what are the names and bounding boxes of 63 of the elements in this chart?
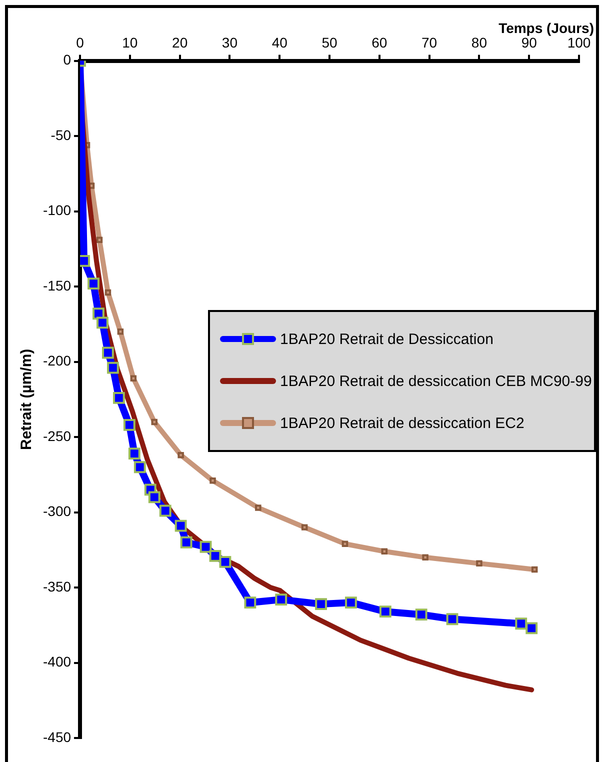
y-tick-label: -200 xyxy=(42,352,72,369)
point xyxy=(96,236,103,244)
y-tick-label: -100 xyxy=(42,202,72,218)
point xyxy=(219,556,232,568)
point xyxy=(88,278,100,290)
x-tick-label: 0 xyxy=(76,34,84,50)
x-tick-label: 30 xyxy=(222,34,238,50)
point xyxy=(96,316,108,329)
point xyxy=(342,540,348,547)
point xyxy=(117,328,124,335)
point xyxy=(180,536,192,548)
point xyxy=(102,346,114,359)
point xyxy=(415,608,428,621)
point xyxy=(255,504,262,511)
point xyxy=(301,524,308,530)
point xyxy=(200,540,212,553)
y-tick-label: 0 xyxy=(63,52,72,68)
point xyxy=(104,289,112,296)
point xyxy=(381,548,388,555)
x-tick-label: 80 xyxy=(471,34,488,50)
point xyxy=(151,418,158,426)
y-tick-label: -250 xyxy=(42,428,72,444)
x-tick-label: 70 xyxy=(422,34,438,50)
point xyxy=(422,554,428,561)
point xyxy=(130,375,137,382)
x-axis-title: Temps (Jours) xyxy=(498,20,594,36)
point xyxy=(379,606,392,618)
point xyxy=(123,419,136,431)
y-tick-label: -350 xyxy=(42,578,72,594)
point xyxy=(275,594,288,606)
x-tick-label: 40 xyxy=(272,34,288,50)
point xyxy=(210,478,216,484)
point xyxy=(148,491,160,504)
x-tick-label: 100 xyxy=(567,34,591,50)
point xyxy=(345,596,357,609)
point xyxy=(134,461,146,474)
point xyxy=(178,452,184,458)
point xyxy=(476,560,482,567)
point xyxy=(107,362,119,374)
point xyxy=(112,392,125,404)
point xyxy=(174,520,187,532)
point xyxy=(244,596,256,609)
y-tick-label: -50 xyxy=(50,126,72,143)
legend-label: 1BAP20 Retrait de dessiccation EC2 xyxy=(280,414,524,432)
point xyxy=(315,598,327,610)
x-tick-label: 20 xyxy=(172,34,188,50)
point xyxy=(128,448,140,460)
y-axis-title: Retrait (µm/m) xyxy=(18,348,36,450)
y-tick-label: -400 xyxy=(42,654,72,670)
x-tick-label: 10 xyxy=(122,34,138,50)
point xyxy=(515,618,528,630)
y-tick-label: -450 xyxy=(42,728,72,745)
point xyxy=(209,550,222,562)
legend-label: 1BAP20 Retrait de dessiccation CEB MC90-99 xyxy=(280,372,592,390)
x-tick-label: 50 xyxy=(322,34,338,50)
y-tick-label: -300 xyxy=(42,503,72,520)
point xyxy=(531,566,538,573)
point xyxy=(446,613,458,626)
y-tick-label: -150 xyxy=(42,277,72,294)
x-tick-label: 60 xyxy=(372,34,388,50)
legend-label: 1BAP20 Retrait de Dessiccation xyxy=(280,330,494,348)
point xyxy=(526,622,538,634)
point xyxy=(159,504,172,517)
